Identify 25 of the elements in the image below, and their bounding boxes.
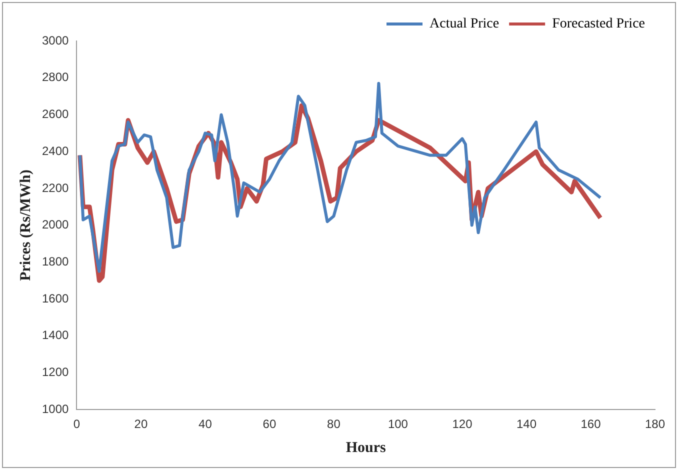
x-tick-label: 20 — [134, 417, 148, 432]
y-axis-title: Prices (Rs/MWh) — [18, 170, 34, 281]
x-tick-label: 160 — [580, 417, 602, 432]
y-tick-label: 1000 — [42, 402, 70, 416]
legend-label: Forecasted Price — [552, 16, 646, 32]
y-tick-label: 2800 — [42, 70, 70, 84]
x-tick-label: 40 — [198, 417, 212, 432]
y-tick-label: 2600 — [42, 107, 70, 122]
y-tick-label: 1800 — [42, 254, 70, 268]
x-tick-label: 100 — [388, 417, 408, 432]
x-tick-label: 60 — [262, 417, 276, 432]
y-tick-label: 2200 — [42, 180, 70, 195]
y-tick-label: 2400 — [42, 144, 70, 158]
y-tick-label: 1400 — [42, 328, 70, 342]
x-axis-title: Hours — [346, 440, 386, 456]
x-tick-label: 0 — [73, 417, 80, 432]
x-tick-label: 80 — [327, 417, 341, 432]
y-tick-label: 1200 — [42, 365, 70, 380]
x-tick-label: 180 — [644, 417, 666, 432]
y-tick-label: 2000 — [42, 218, 70, 232]
y-tick-label: 1600 — [42, 291, 70, 306]
legend-label: Actual Price — [430, 16, 500, 32]
y-tick-label: 3000 — [42, 33, 70, 48]
x-tick-label: 140 — [516, 417, 537, 432]
x-tick-label: 120 — [452, 417, 473, 432]
